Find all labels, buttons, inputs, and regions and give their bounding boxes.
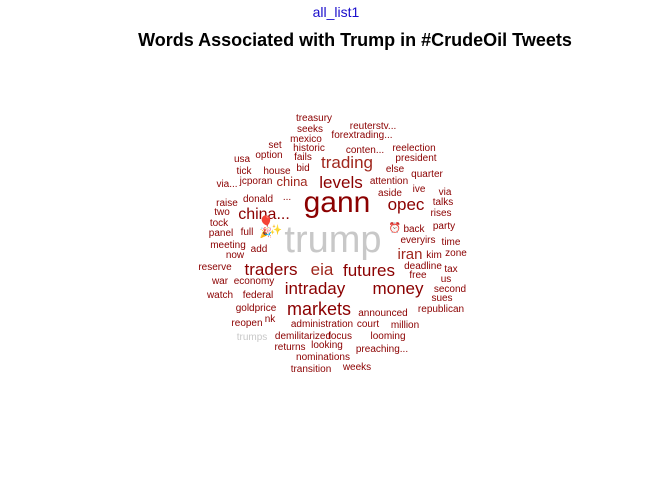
word-court: court <box>357 319 379 330</box>
word-republican: republican <box>418 304 464 315</box>
word-talks: talks <box>433 197 454 208</box>
word-war: war <box>211 276 229 287</box>
word-treasury: treasury <box>296 113 332 124</box>
word-ellipsis: ... <box>283 192 291 203</box>
word-sues: sues <box>431 293 452 304</box>
word-fails: fails <box>294 152 312 163</box>
word-goldprice: goldprice <box>236 303 277 314</box>
word-forextrading: forextrading... <box>331 130 392 141</box>
word-nk: nk <box>265 314 277 325</box>
word-administration: administration <box>291 319 353 330</box>
word-full: full <box>241 227 254 238</box>
word-quarter: quarter <box>411 169 443 180</box>
word-now: now <box>226 250 245 261</box>
word-usa: usa <box>234 154 251 165</box>
word-economy: economy <box>234 276 275 287</box>
word-two: two <box>214 207 230 218</box>
word-trumps: trumps <box>237 332 268 343</box>
word-transition: transition <box>291 364 332 375</box>
word-ive: ive <box>413 184 426 195</box>
emoji-glyph-3: 🎉 <box>260 226 272 239</box>
word-else: else <box>386 164 405 175</box>
word-trading: trading <box>321 153 373 172</box>
word-eia: eia <box>311 260 334 279</box>
word-everyirs: everyirs <box>400 235 435 246</box>
word-jcporan: jcporan <box>239 176 273 187</box>
word-futures: futures <box>343 261 395 280</box>
word-add: add <box>251 244 268 255</box>
word-president: president <box>395 153 436 164</box>
word-reserve: reserve <box>198 262 232 273</box>
emoji-glyph-4: ⏰ <box>389 221 401 234</box>
word-bid: bid <box>296 163 309 174</box>
word-rises: rises <box>430 208 451 219</box>
word-party: party <box>433 221 455 232</box>
word-million: million <box>391 320 419 331</box>
word-via: via... <box>216 179 237 190</box>
word-panel: panel <box>209 228 233 239</box>
word-weeks: weeks <box>342 362 371 373</box>
word-gann: gann <box>304 186 371 219</box>
word-announced: announced <box>358 308 408 319</box>
word-zone: zone <box>445 248 467 259</box>
word-trump: trump <box>284 219 381 261</box>
word-intraday: intraday <box>285 279 346 298</box>
word-donald: donald <box>243 194 273 205</box>
word-markets: markets <box>287 299 351 319</box>
word-watch: watch <box>206 290 233 301</box>
word-looming: looming <box>370 331 405 342</box>
word-money: money <box>372 279 424 298</box>
word-back: back <box>403 224 425 235</box>
word-federal: federal <box>243 290 274 301</box>
word-opec: opec <box>388 195 425 214</box>
word-preaching: preaching... <box>356 344 408 355</box>
word-looking: looking <box>311 340 343 351</box>
word-kim: kim <box>426 250 442 261</box>
word-reopen: reopen <box>231 318 262 329</box>
word-time: time <box>442 237 461 248</box>
word-option: option <box>255 150 282 161</box>
word-attention: attention <box>370 176 408 187</box>
